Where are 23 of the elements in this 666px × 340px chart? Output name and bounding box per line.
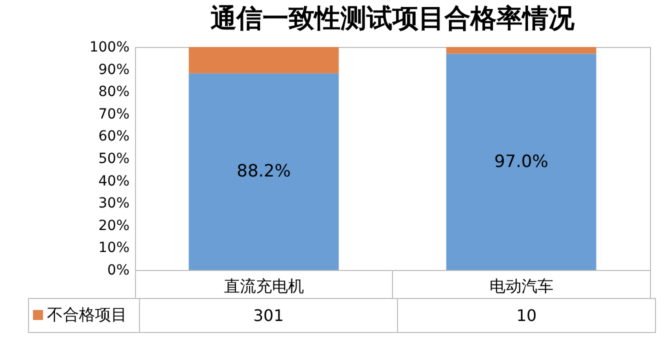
legend-label: 不合格项目	[28, 298, 140, 332]
y-tick-label: 70%	[98, 106, 130, 122]
y-tick-label: 40%	[98, 173, 130, 190]
y-tick-label: 50%	[98, 151, 130, 167]
x-tick-label: 直流充电机	[224, 276, 304, 296]
bar	[446, 47, 596, 54]
x-tick-label: 电动汽车	[489, 276, 554, 296]
bar	[188, 47, 339, 74]
y-tick-label: 20%	[98, 218, 130, 234]
text: 10	[398, 298, 656, 332]
data-label: 97.0%	[494, 152, 548, 172]
bar	[188, 73, 339, 270]
y-tick-label: 10%	[98, 240, 130, 256]
y-tick-label: 90%	[98, 62, 130, 78]
chart-title: 通信一致性测试项目合格率情况	[210, 4, 576, 34]
data-label: 88.2%	[236, 162, 291, 182]
y-tick-label: 0%	[107, 262, 130, 278]
y-tick-label: 80%	[98, 84, 130, 100]
bar	[446, 54, 596, 270]
y-tick-label: 100%	[89, 40, 130, 56]
y-tick-label: 30%	[98, 196, 130, 212]
y-tick-label: 60%	[98, 128, 130, 145]
text: 301	[140, 298, 398, 332]
